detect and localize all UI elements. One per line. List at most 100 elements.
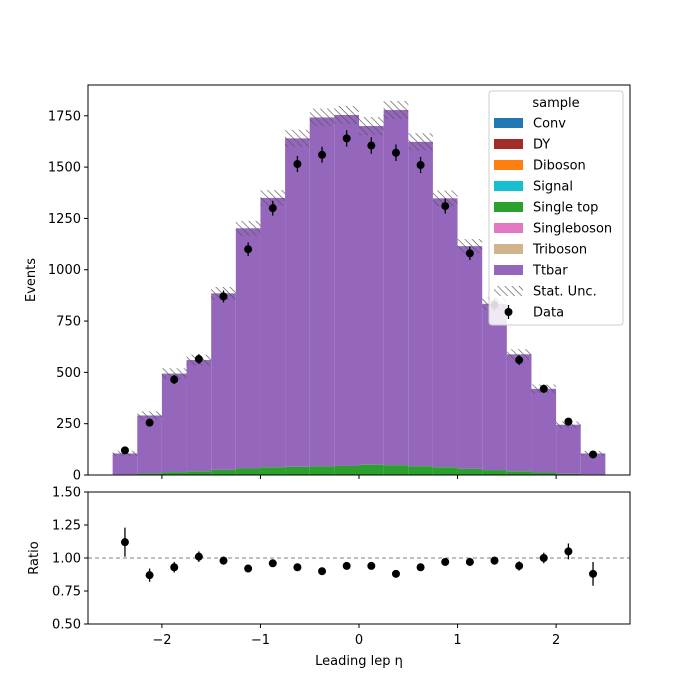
x-tick-label: 0 — [355, 633, 363, 648]
legend-items: Conv DY Diboson Signal Single top Singleboson… — [494, 117, 612, 321]
x-tick-label: 1 — [453, 633, 461, 648]
legend-swatch — [494, 139, 523, 149]
ratio-point — [318, 567, 327, 576]
legend-entry-single-top: Single top — [494, 201, 598, 216]
stat-unc-band — [161, 368, 187, 379]
bar-ttbar — [211, 293, 236, 470]
bar-single-top — [408, 466, 433, 475]
data-point — [589, 450, 598, 459]
ratio-y-ticks: 0.50 0.75 1.00 1.25 1.50 — [52, 486, 88, 633]
ratio-point — [391, 569, 400, 578]
data-point — [194, 355, 203, 364]
x-tick-label: 2 — [552, 633, 560, 648]
ratio-point — [589, 569, 598, 578]
main-plot: 0 250 500 750 1000 1250 1500 1750 Events — [24, 84, 631, 484]
bar-ttbar — [482, 303, 507, 471]
data-point — [391, 148, 400, 157]
legend-swatch — [494, 118, 523, 128]
data-point — [268, 204, 277, 213]
y-tick-label: 500 — [56, 366, 81, 381]
bar-single-top — [482, 470, 507, 475]
ratio-point — [293, 563, 302, 572]
bar-ttbar — [235, 228, 261, 469]
bar-single-top — [506, 471, 532, 475]
stacked-histogram-bars — [112, 110, 606, 475]
data-point — [293, 160, 302, 169]
ratio-points — [120, 527, 598, 586]
legend-entry-stat-unc-: Stat. Unc. — [494, 285, 597, 300]
ratio-plot: 0.50 0.75 1.00 1.25 1.50 −2 −1 0 1 2 Ratio Leadi… — [27, 486, 631, 669]
data-point — [318, 150, 327, 159]
legend-title: sample — [532, 96, 579, 111]
bar-single-top — [161, 472, 187, 475]
bar-single-top — [260, 467, 286, 475]
stat-unc-band — [359, 117, 384, 136]
stat-unc-band — [383, 101, 409, 120]
x-tick-label: −1 — [251, 633, 270, 648]
data-point — [539, 384, 548, 393]
data-point — [342, 134, 351, 143]
ratio-y-tick-label: 1.00 — [52, 552, 81, 567]
bar-single-top — [359, 464, 384, 475]
legend-label: DY — [533, 138, 550, 153]
legend-entry-diboson: Diboson — [494, 159, 586, 174]
bar-ttbar — [186, 360, 212, 472]
stat-unc-band — [506, 349, 532, 360]
bar-ttbar — [531, 388, 557, 473]
ratio-point — [465, 557, 474, 566]
legend-swatch — [494, 265, 523, 275]
legend: sample Conv DY Diboson Signal Single top Sing… — [488, 90, 624, 326]
bar-single-top — [531, 472, 557, 475]
ratio-point — [441, 557, 450, 566]
x-axis-label: Leading lep η — [315, 654, 403, 669]
y-tick-label: 250 — [56, 417, 81, 432]
ratio-point — [515, 561, 524, 570]
stat-unc-band — [260, 190, 286, 206]
y-tick-label: 1500 — [48, 161, 81, 176]
data-point — [219, 292, 228, 301]
bar-single-top — [556, 473, 581, 475]
legend-swatch — [494, 286, 523, 296]
bar-ttbar — [383, 110, 409, 466]
bar-single-top — [309, 466, 335, 475]
legend-entry-dy: DY — [494, 138, 550, 153]
ratio-point — [194, 552, 203, 561]
legend-label: Signal — [533, 180, 573, 195]
bar-single-top — [211, 469, 236, 475]
bar-ttbar — [334, 114, 359, 466]
bar-single-top — [235, 468, 261, 475]
data-point — [441, 202, 450, 211]
legend-label: Single top — [533, 201, 598, 216]
stat-unc-band — [408, 133, 433, 151]
ratio-point — [564, 547, 573, 556]
stat-unc-band — [334, 105, 359, 124]
bar-single-top — [457, 468, 483, 475]
bar-single-top — [285, 466, 310, 475]
legend-swatch — [494, 202, 523, 212]
legend-swatch — [494, 160, 523, 170]
bar-ttbar — [457, 246, 483, 469]
data-point — [465, 249, 474, 258]
y-tick-label: 1250 — [48, 212, 81, 227]
legend-label: Triboson — [532, 243, 587, 258]
data-point — [367, 141, 376, 150]
legend-label: Ttbar — [532, 264, 568, 279]
legend-entry-ttbar: Ttbar — [494, 264, 568, 279]
legend-swatch — [494, 181, 523, 191]
bar-ttbar — [260, 197, 286, 468]
ratio-point — [145, 571, 154, 580]
data-point — [515, 356, 524, 365]
ratio-point — [120, 538, 129, 547]
ratio-point — [342, 561, 351, 570]
legend-marker — [504, 308, 513, 316]
ratio-y-tick-label: 0.50 — [52, 618, 81, 633]
ratio-point — [416, 563, 425, 572]
data-point — [145, 418, 154, 427]
stat-unc-band — [235, 220, 261, 236]
legend-swatch — [494, 223, 523, 233]
bar-ttbar — [359, 126, 384, 465]
legend-label: Stat. Unc. — [533, 285, 597, 300]
y-tick-label: 0 — [73, 469, 81, 484]
y-tick-label: 1000 — [48, 263, 81, 278]
